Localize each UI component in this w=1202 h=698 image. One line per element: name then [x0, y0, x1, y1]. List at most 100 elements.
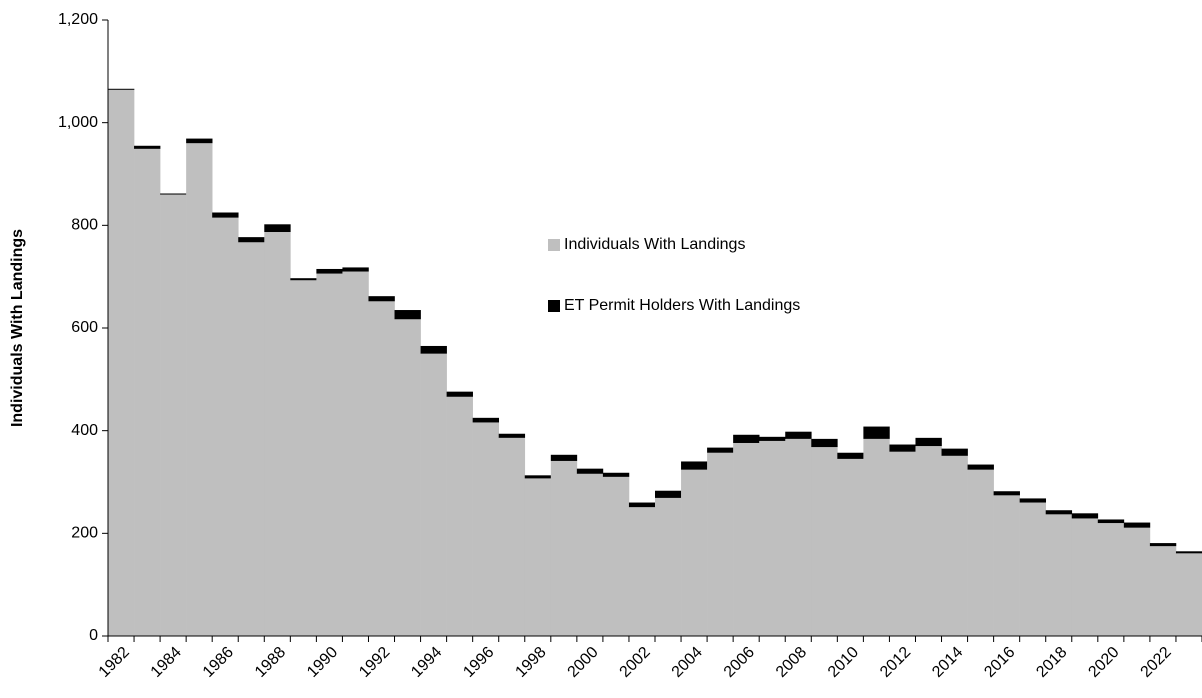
bar-segment: [108, 89, 135, 636]
x-tick-label: 2008: [773, 644, 810, 681]
bar-segment: [368, 301, 395, 636]
y-tick-label: 1,000: [58, 114, 98, 131]
x-tick-label: 2002: [617, 644, 654, 681]
bar-segment: [290, 280, 317, 636]
bar-segment: [1019, 502, 1047, 636]
bar-segment: [342, 267, 369, 272]
bar-segment: [915, 437, 942, 447]
y-tick-label: 0: [89, 627, 98, 644]
bar-segment: [134, 145, 161, 149]
bar-segment: [446, 396, 473, 636]
x-tick-label: 1984: [148, 644, 185, 681]
bar-segment: [602, 476, 630, 636]
bar-segment: [681, 461, 708, 470]
bar-segment: [212, 217, 239, 636]
legend-label: Individuals With Landings: [564, 236, 745, 253]
bar-segment: [811, 438, 838, 448]
bar-segment: [1175, 551, 1202, 554]
x-tick-label: 2004: [669, 644, 706, 681]
bar-segment: [186, 138, 213, 144]
bar-segment: [394, 310, 421, 320]
bar-segment: [681, 469, 708, 636]
bar-segment: [1097, 523, 1125, 636]
y-tick-label: 1,200: [58, 11, 98, 28]
bar-segment: [394, 319, 421, 636]
x-tick-label: 2000: [565, 644, 602, 681]
y-tick-label: 400: [71, 422, 98, 439]
bar-segment: [733, 434, 760, 443]
bar-segment: [759, 436, 786, 441]
bar-segment: [134, 148, 161, 636]
bar-segment: [707, 447, 734, 453]
x-tick-label: 1994: [408, 644, 445, 681]
bar-segment: [498, 437, 526, 636]
y-tick-label: 600: [71, 319, 98, 336]
bar-segment: [498, 433, 526, 438]
y-axis-label: Individuals With Landings: [9, 229, 26, 427]
x-tick-label: 1982: [96, 644, 133, 681]
bar-segment: [785, 438, 812, 636]
bar-segment: [238, 242, 265, 637]
bar-segment: [342, 271, 369, 636]
bar-segment: [993, 495, 1020, 636]
bar-segment: [1045, 510, 1073, 515]
bar-segment: [655, 490, 682, 498]
x-tick-label: 1992: [356, 644, 393, 681]
x-tick-label: 1986: [200, 644, 237, 681]
bar-segment: [863, 438, 890, 636]
bar-segment: [915, 446, 942, 636]
x-tick-label: 1990: [304, 644, 341, 681]
bar-segment: [889, 444, 916, 452]
legend-label: ET Permit Holders With Landings: [564, 297, 800, 314]
bar-segment: [759, 440, 786, 636]
bar-segment: [446, 391, 473, 397]
legend-swatch: [548, 300, 560, 312]
bar-segment: [264, 224, 291, 233]
x-tick-label: 2016: [981, 644, 1018, 681]
bar-segment: [472, 417, 500, 423]
bar-segment: [941, 455, 968, 636]
x-tick-label: 2022: [1138, 644, 1175, 681]
bar-segment: [863, 426, 890, 439]
bar-segment: [524, 475, 552, 479]
bar-segment: [1097, 519, 1125, 524]
bar-segment: [108, 88, 135, 90]
bar-segment: [368, 296, 395, 302]
bar-segment: [889, 451, 916, 636]
bar-segment: [472, 422, 500, 636]
x-tick-label: 2014: [929, 644, 966, 681]
bar-segment: [550, 454, 578, 461]
bar-segment: [316, 273, 343, 636]
bar-segment: [941, 448, 968, 456]
bar-segment: [1175, 553, 1202, 636]
x-tick-label: 2006: [721, 644, 758, 681]
bar-segment: [186, 143, 213, 636]
x-tick-label: 1996: [460, 644, 497, 681]
x-tick-label: 1998: [512, 644, 549, 681]
bar-segment: [1071, 513, 1099, 519]
bar-segment: [160, 193, 187, 195]
legend-swatch: [548, 239, 560, 251]
x-tick-label: 2020: [1085, 644, 1122, 681]
bar-segment: [628, 507, 656, 636]
y-tick-label: 800: [71, 217, 98, 234]
bar-segment: [576, 468, 604, 474]
bar-segment: [1123, 522, 1151, 528]
bar-segment: [993, 491, 1020, 496]
bar-segment: [212, 212, 239, 218]
bar-segment: [316, 268, 343, 274]
bar-segment: [420, 353, 447, 636]
bar-segment: [1123, 527, 1151, 636]
bar-segment: [733, 442, 760, 636]
bar-segment: [655, 497, 682, 636]
bar-segment: [420, 345, 447, 354]
x-tick-label: 2018: [1033, 644, 1070, 681]
bar-segment: [1149, 543, 1177, 547]
bar-segment: [707, 452, 734, 636]
bar-segment: [628, 502, 656, 508]
bar-segment: [264, 232, 291, 637]
bar-segment: [290, 278, 317, 281]
bar-segment: [1149, 546, 1177, 636]
y-tick-label: 200: [71, 525, 98, 542]
